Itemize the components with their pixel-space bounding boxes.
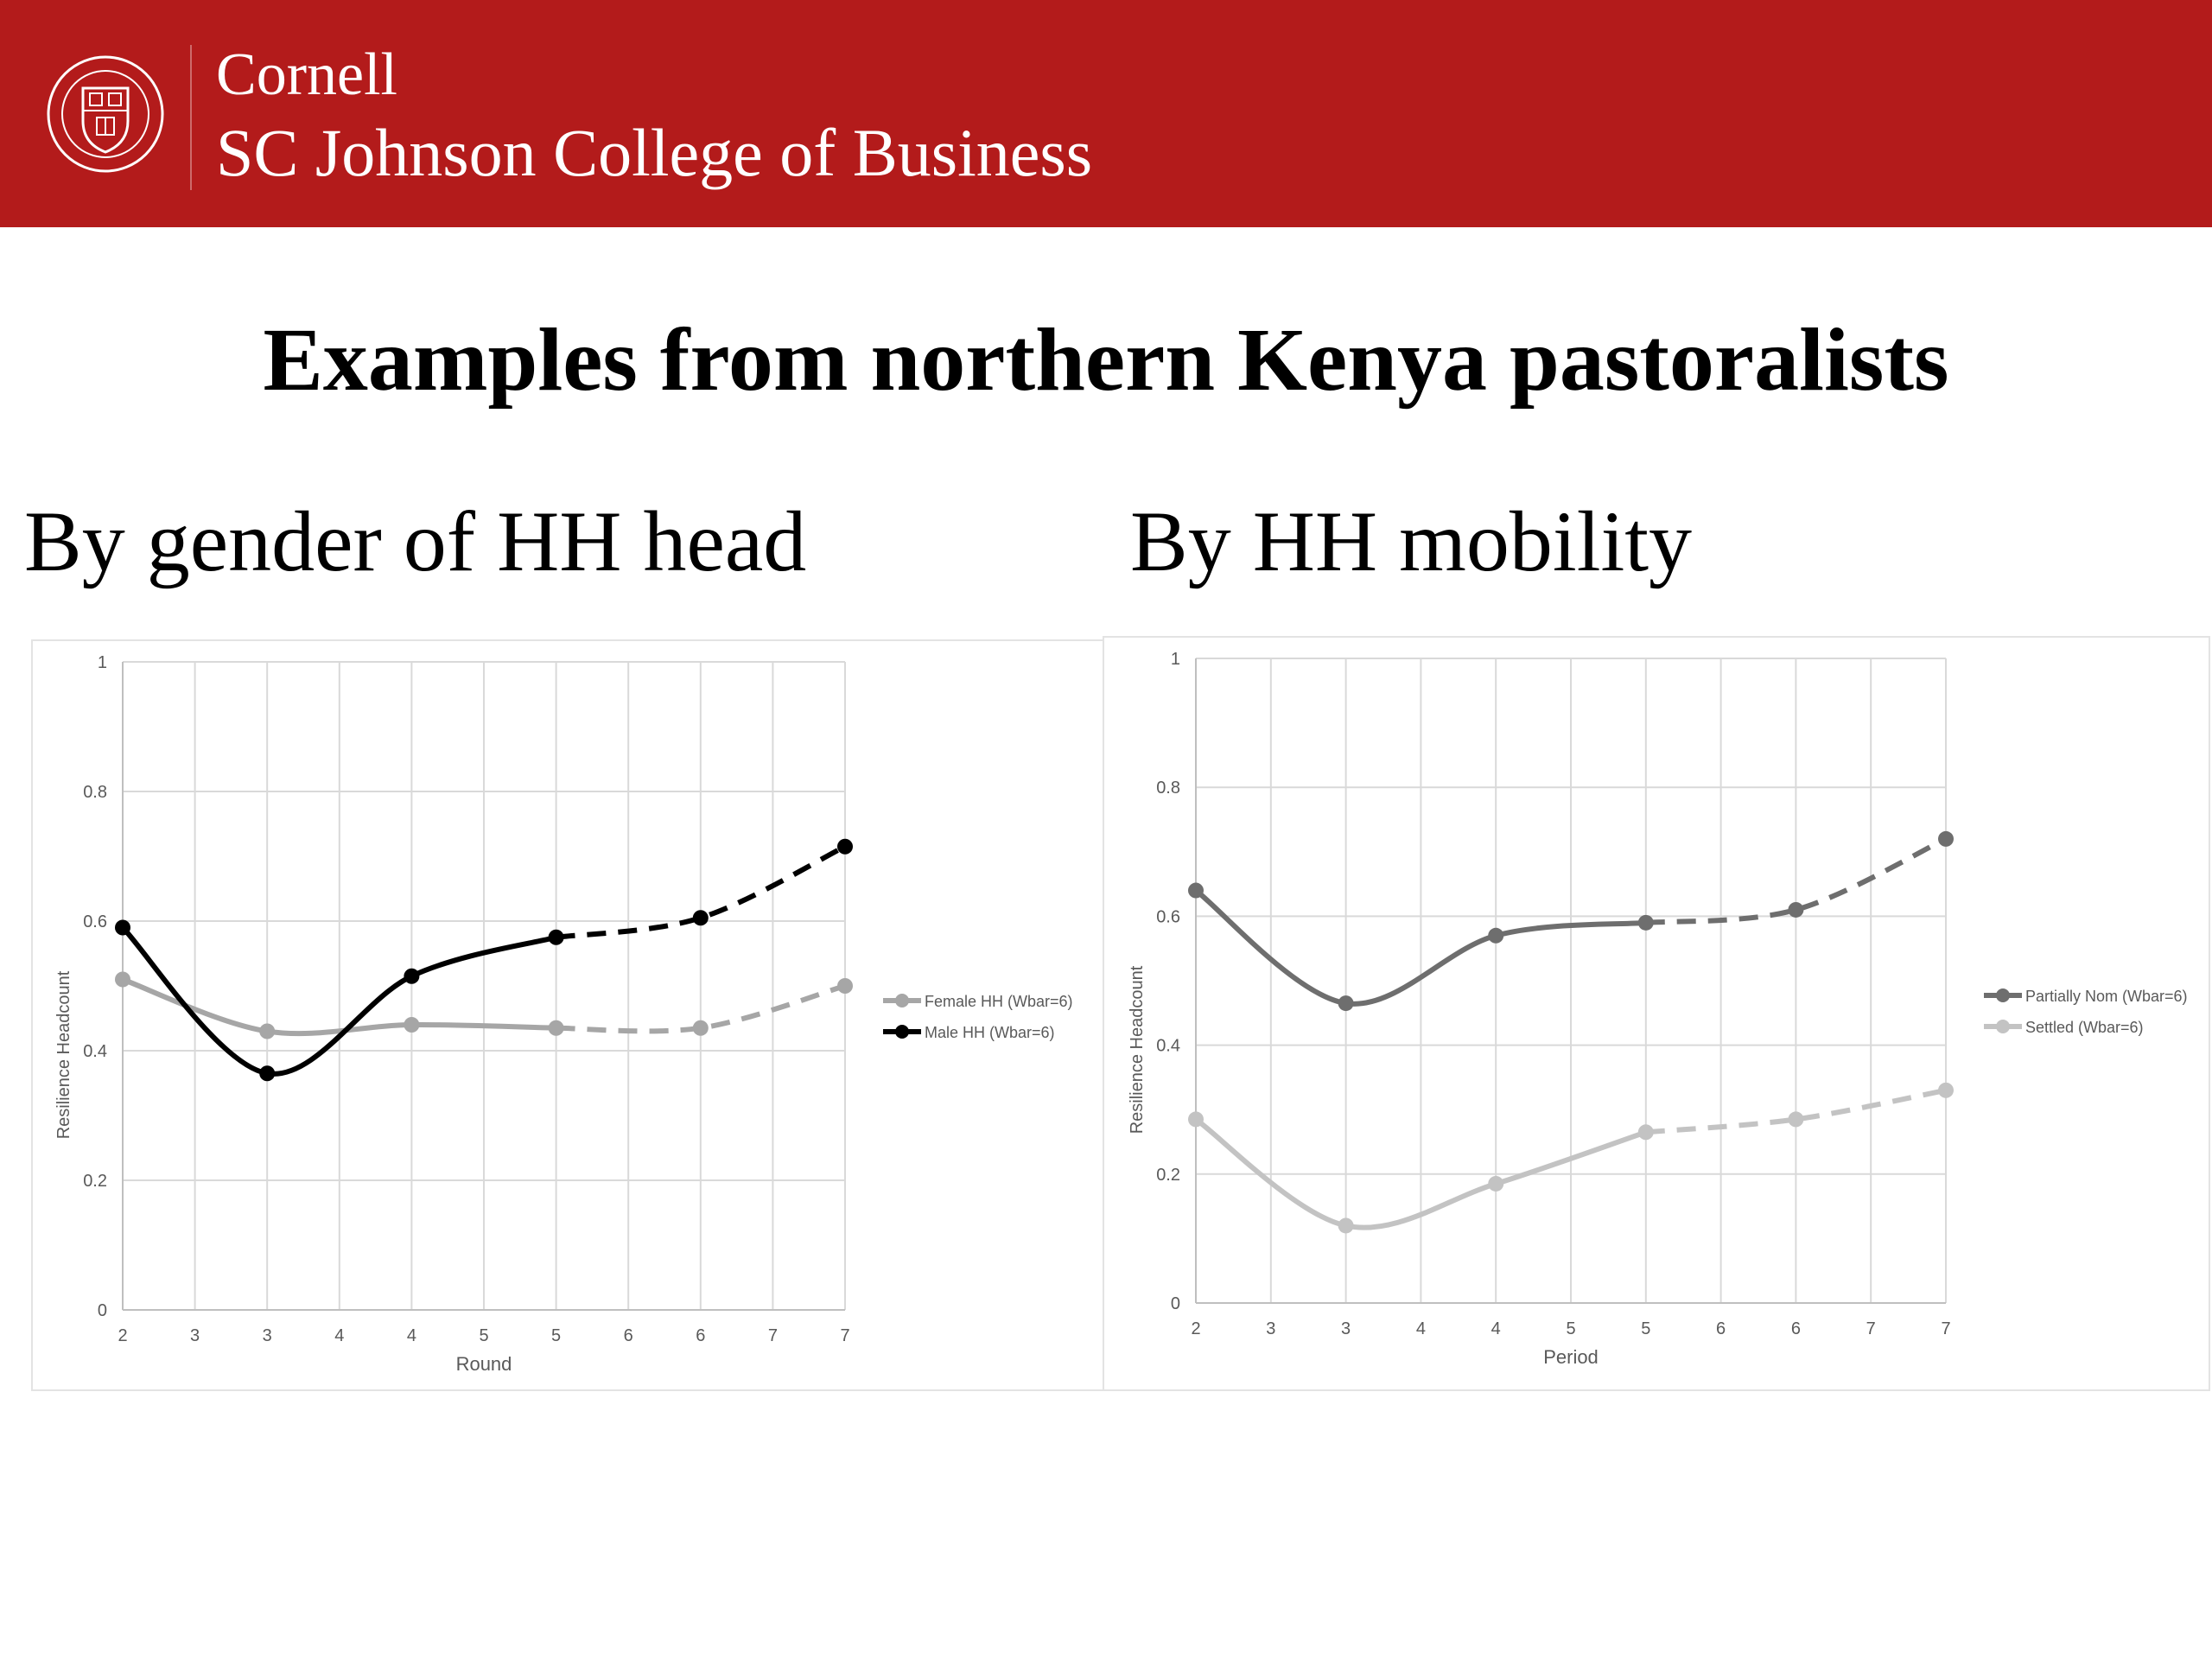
x-tick-label: 6 (1791, 1319, 1801, 1338)
data-point (404, 968, 420, 984)
data-point (115, 919, 130, 936)
x-tick-label: 4 (334, 1326, 344, 1345)
x-tick-label: 3 (1341, 1319, 1351, 1338)
legend-swatch-marker (1996, 1020, 2010, 1033)
brand-name: Cornell (216, 41, 397, 108)
slide-title: Examples from northern Kenya pastoralist… (263, 310, 1949, 410)
y-axis-title: Resilience Headcount (1128, 965, 1147, 1134)
data-point (1637, 914, 1654, 931)
x-tick-label: 2 (118, 1326, 127, 1345)
data-point (259, 1065, 276, 1082)
x-axis-title: Period (1543, 1346, 1599, 1368)
x-tick-label: 3 (263, 1326, 272, 1345)
y-tick-label: 0.4 (83, 1042, 107, 1061)
gender-chart-svg: 0 0.2 0.4 0.6 0.8 1 2 3 3 4 4 5 5 6 6 7 7 Round Resilience… (54, 653, 1073, 1375)
x-tick-label: 4 (407, 1326, 416, 1345)
data-point (404, 1017, 420, 1033)
series-line-solid (120, 925, 559, 1077)
data-point (1788, 1111, 1804, 1128)
x-tick-label: 3 (190, 1326, 200, 1345)
right-heading: By HH mobility (1130, 493, 1693, 589)
data-point (115, 971, 130, 988)
y-tick-label: 0.8 (83, 783, 107, 802)
data-point (1338, 995, 1354, 1012)
series-line-dashed (1645, 836, 1948, 925)
data-point (1938, 830, 1954, 847)
legend-swatch-marker (895, 994, 909, 1007)
y-tick-label: 0.4 (1156, 1037, 1180, 1056)
x-tick-label: 6 (696, 1326, 705, 1345)
x-tick-label: 7 (1941, 1319, 1950, 1338)
legend-label: Male HH (Wbar=6) (925, 1024, 1055, 1041)
x-tick-label: 6 (624, 1326, 633, 1345)
data-point (837, 838, 853, 855)
y-tick-label: 1 (98, 653, 107, 672)
data-point (837, 978, 853, 994)
data-point (1188, 1111, 1204, 1128)
mobility-chart-svg: 0 0.2 0.4 0.6 0.8 1 2 3 3 4 4 5 5 6 6 7 7 Period Resilienc… (1128, 650, 2188, 1368)
x-tick-label: 7 (768, 1326, 778, 1345)
y-tick-label: 0.2 (1156, 1166, 1180, 1185)
x-tick-label: 5 (1641, 1319, 1650, 1338)
college-name: SC Johnson College of Business (216, 115, 1093, 190)
data-point (1338, 1217, 1354, 1234)
y-tick-label: 0.6 (1156, 907, 1180, 926)
x-tick-label: 4 (1491, 1319, 1501, 1338)
series-line-solid (1193, 1116, 1649, 1230)
series-line-dashed (556, 983, 846, 1034)
gender-chart: 0 0.2 0.4 0.6 0.8 1 2 3 3 4 4 5 5 6 6 7 7 Round Resilience… (31, 639, 1106, 1391)
y-tick-label: 0 (1171, 1294, 1180, 1313)
data-point (1488, 1175, 1504, 1192)
series-line-dashed (556, 844, 847, 940)
left-heading: By gender of HH head (24, 493, 807, 589)
header-banner: Cornell SC Johnson College of Business (0, 0, 2212, 227)
x-tick-label: 4 (1416, 1319, 1426, 1338)
legend-label: Settled (Wbar=6) (2025, 1019, 2144, 1036)
x-tick-label: 7 (1866, 1319, 1876, 1338)
legend-label: Partially Nom (Wbar=6) (2025, 988, 2188, 1005)
data-point (548, 929, 564, 945)
data-point (548, 1020, 564, 1036)
legend-swatch-marker (895, 1025, 909, 1039)
data-point (1488, 927, 1504, 944)
cornell-seal-icon (47, 55, 164, 173)
y-tick-label: 0.8 (1156, 779, 1180, 798)
data-point (1788, 901, 1804, 918)
header-divider (190, 45, 192, 190)
mobility-chart: 0 0.2 0.4 0.6 0.8 1 2 3 3 4 4 5 5 6 6 7 7 Period Resilienc… (1103, 636, 2210, 1391)
y-tick-label: 0.2 (83, 1172, 107, 1191)
data-point (259, 1023, 276, 1039)
y-axis-title: Resilience Headcount (54, 970, 73, 1139)
data-point (1188, 882, 1204, 899)
series-line-dashed (1645, 1087, 1947, 1135)
data-point (692, 1020, 709, 1036)
x-tick-label: 3 (1266, 1319, 1275, 1338)
x-tick-label: 5 (1566, 1319, 1575, 1338)
x-tick-label: 7 (840, 1326, 849, 1345)
y-tick-label: 0.6 (83, 912, 107, 931)
y-tick-label: 1 (1171, 650, 1180, 669)
legend-label: Female HH (Wbar=6) (925, 993, 1073, 1010)
x-tick-label: 5 (551, 1326, 561, 1345)
x-tick-label: 2 (1191, 1319, 1200, 1338)
y-tick-label: 0 (98, 1301, 107, 1320)
data-point (1938, 1082, 1954, 1098)
x-axis-title: Round (456, 1353, 512, 1375)
x-tick-label: 6 (1716, 1319, 1726, 1338)
data-point (692, 910, 709, 926)
legend-swatch-marker (1996, 988, 2010, 1002)
series-line-solid (1193, 887, 1649, 1007)
data-point (1637, 1124, 1654, 1141)
x-tick-label: 5 (479, 1326, 488, 1345)
